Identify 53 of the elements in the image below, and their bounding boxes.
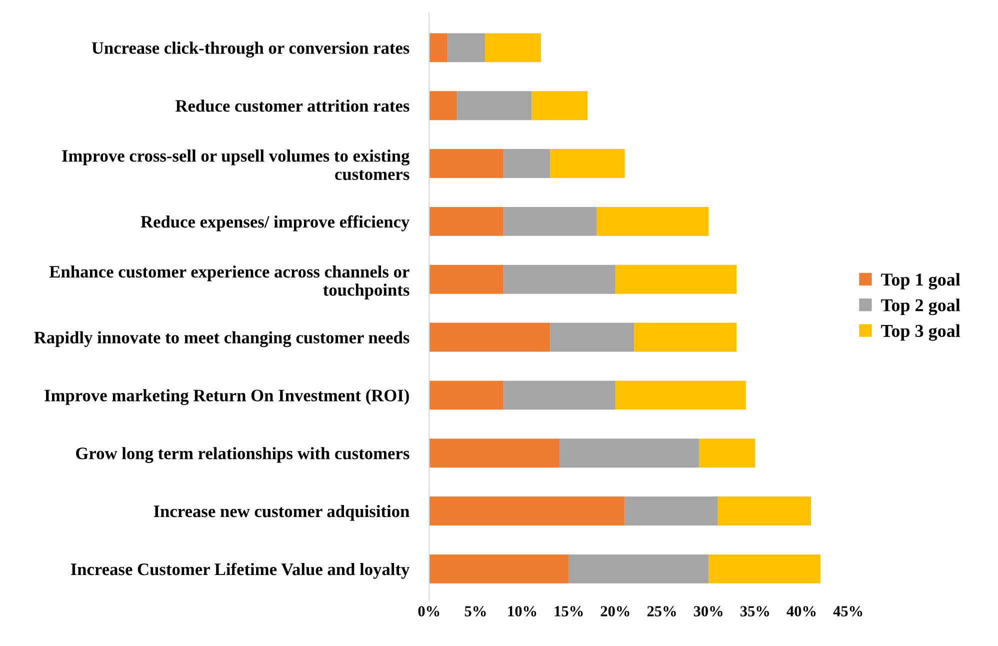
legend-label: Top 2 goal xyxy=(881,298,960,316)
x-tick-label: 45% xyxy=(833,606,862,616)
bar xyxy=(718,496,812,526)
y-tick-label: Reduce expenses/ improve efficiency xyxy=(140,215,410,232)
bar xyxy=(624,496,718,526)
y-tick-label: Reduce customer attrition rates xyxy=(176,100,410,112)
x-tick-label: 20% xyxy=(600,606,630,616)
y-tick-label: Increase Customer Lifetime Value and loyalty xyxy=(70,562,410,579)
bar xyxy=(708,554,820,584)
bar xyxy=(634,322,737,352)
y-tick-label: Rapidly innovate to meet changing customer needs xyxy=(34,331,410,348)
bar xyxy=(429,206,504,236)
x-tick-label: 5% xyxy=(464,606,486,616)
bar xyxy=(429,496,625,526)
x-tick-label: 15% xyxy=(554,606,583,616)
bar xyxy=(550,322,634,352)
y-tick-label: Improve cross-sell or upsell volumes to existing customers xyxy=(62,150,410,180)
bar xyxy=(568,554,709,584)
bar xyxy=(429,554,569,584)
y-tick-label: Increase new customer adquisition xyxy=(154,504,410,521)
bar xyxy=(532,91,588,120)
y-tick-label: Enhance customer experience across channels or touchpoints xyxy=(49,265,410,300)
x-tick-label: 30% xyxy=(694,606,722,616)
bar xyxy=(504,149,550,178)
bar xyxy=(429,149,504,178)
bar xyxy=(504,380,616,410)
bar xyxy=(596,206,709,236)
bar xyxy=(457,91,532,120)
x-tick-label: 10% xyxy=(508,606,536,616)
bar xyxy=(550,149,625,178)
y-tick-label: Improve marketing Return On Investment (ROI) xyxy=(44,389,409,406)
bar xyxy=(615,264,737,294)
y-tick-label: Uncrease click-through or conversion rates xyxy=(92,42,410,58)
bar xyxy=(429,438,560,468)
bar xyxy=(504,206,597,236)
bar xyxy=(429,322,550,352)
x-tick-label: 40% xyxy=(786,606,816,616)
y-tick-label: Grow long term relationships with customers xyxy=(76,447,410,463)
bar xyxy=(429,33,448,62)
x-tick-label: 35% xyxy=(740,606,769,616)
bar xyxy=(485,33,541,62)
x-tick-label: 25% xyxy=(647,606,676,616)
legend-label: Top 3 goal xyxy=(881,324,960,341)
bar xyxy=(429,264,504,294)
legend-label: Top 1 goal xyxy=(881,272,960,290)
bar xyxy=(429,380,504,410)
bar xyxy=(560,438,700,468)
bar xyxy=(504,264,616,294)
bar xyxy=(699,438,756,468)
bar xyxy=(615,380,746,410)
bar xyxy=(429,91,458,120)
bar xyxy=(448,33,486,62)
x-tick-label: 0% xyxy=(418,606,440,616)
